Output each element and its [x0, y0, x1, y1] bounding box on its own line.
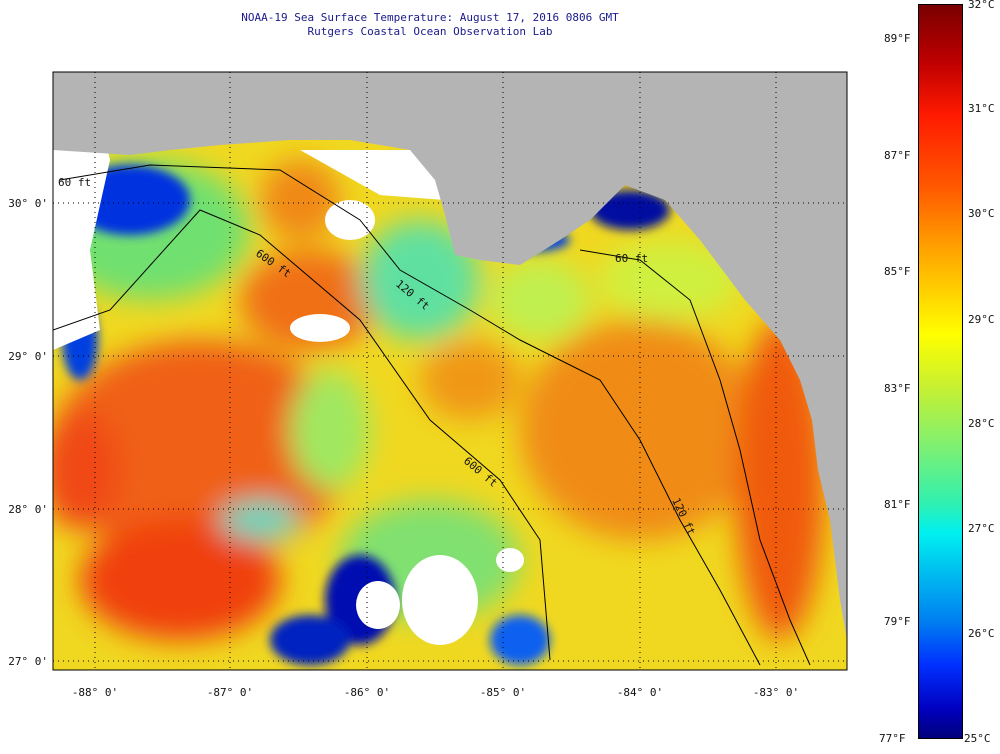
map-frame — [52, 71, 848, 671]
no-data-areas — [53, 95, 524, 645]
contour-600ft — [53, 209, 551, 661]
chart-subtitle: Rutgers Coastal Ocean Observation Lab — [307, 25, 553, 38]
celsius-label: 28°C — [968, 417, 995, 430]
contour-label: 60 ft — [615, 252, 648, 265]
celsius-label: 31°C — [968, 102, 995, 115]
chart-title: NOAA-19 Sea Surface Temperature: August … — [241, 11, 619, 24]
sst-map: 60 ft 600 ft 120 ft 600 ft 120 ft 60 ft … — [8, 71, 848, 699]
land — [53, 72, 847, 640]
lon-label: -83° 0' — [753, 686, 799, 699]
fahrenheit-label: 77°F — [879, 732, 906, 745]
lon-label: -87° 0' — [207, 686, 253, 699]
contour-120ft — [59, 164, 761, 666]
lon-label: -85° 0' — [480, 686, 526, 699]
contour-60ft — [579, 249, 811, 666]
lat-label: 27° 0' — [8, 655, 48, 668]
celsius-label: 25°C — [964, 732, 991, 745]
fahrenheit-label: 79°F — [884, 615, 911, 628]
lat-label: 30° 0' — [8, 197, 48, 210]
color-scale-bar — [918, 4, 963, 739]
celsius-label: 29°C — [968, 313, 995, 326]
contour-label: 60 ft — [58, 176, 91, 189]
lon-label: -86° 0' — [344, 686, 390, 699]
lat-label: 28° 0' — [8, 503, 48, 516]
lat-label: 29° 0' — [8, 350, 48, 363]
fahrenheit-label: 83°F — [884, 382, 911, 395]
fahrenheit-label: 89°F — [884, 32, 911, 45]
fahrenheit-label: 87°F — [884, 149, 911, 162]
celsius-label: 32°C — [968, 0, 995, 11]
celsius-label: 26°C — [968, 627, 995, 640]
lon-label: -84° 0' — [617, 686, 663, 699]
celsius-label: 30°C — [968, 207, 995, 220]
celsius-label: 27°C — [968, 522, 995, 535]
fahrenheit-label: 81°F — [884, 498, 911, 511]
lon-label: -88° 0' — [72, 686, 118, 699]
fahrenheit-label: 85°F — [884, 265, 911, 278]
